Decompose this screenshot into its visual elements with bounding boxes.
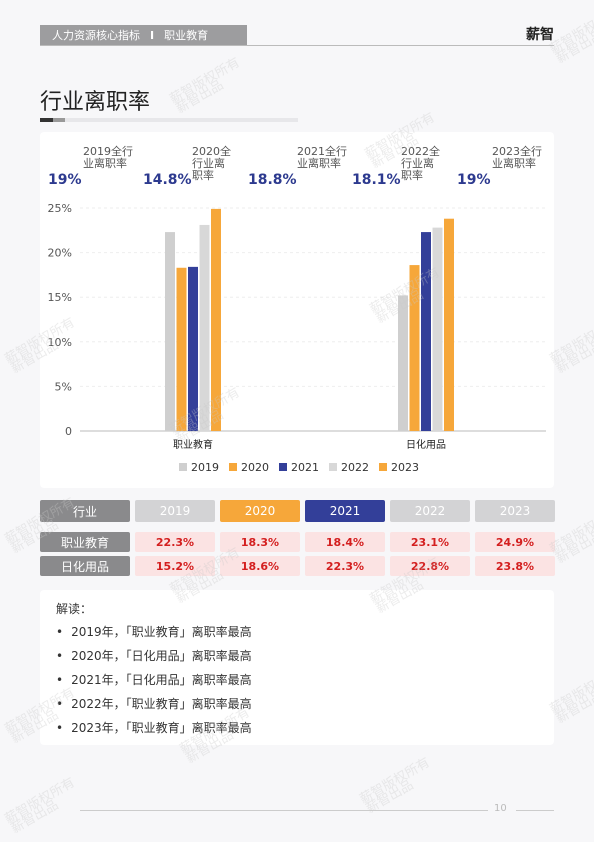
table-cell: 18.3% [220, 532, 300, 552]
kpi-value: 18.8% [248, 172, 297, 188]
table-row-label: 日化用品 [40, 556, 130, 576]
watermark: 薪智版权所有 [167, 55, 243, 108]
page-title: 行业离职率 [40, 90, 151, 115]
header-section: 人力资源核心指标 [52, 29, 140, 42]
bar-chart: 0 5% 10% 15% 20% 25% 职业教育 日化用品 2019 2020 2021 2022 2… [48, 202, 546, 474]
interpretation-panel: 解读： 2019年，「职业教育」离职率最高 2020年，「日化用品」离职率最高 … [40, 590, 554, 745]
y-tick-label: 20% [48, 247, 72, 260]
list-item: 2023年，「职业教育」离职率最高 [56, 716, 252, 740]
table-header-industry: 行业 [40, 500, 130, 522]
interpretation-heading: 解读： [56, 602, 93, 616]
y-tick-label: 15% [48, 291, 72, 304]
watermark: 薪智版权所有 [357, 755, 433, 808]
header-divider [40, 45, 554, 46]
bar-2020 [176, 267, 187, 431]
table-header-year: 2021 [305, 500, 385, 522]
kpi-label: 2022全行业离职率 [401, 145, 440, 182]
legend-swatch [329, 463, 337, 471]
legend-label: 2019 [191, 461, 219, 474]
x-tick-label: 日化用品 [406, 438, 446, 451]
page-number: 10 [494, 803, 507, 814]
footer-divider [80, 810, 488, 811]
table-cell: 22.8% [390, 556, 470, 576]
interpretation-list: 2019年，「职业教育」离职率最高 2020年，「日化用品」离职率最高 2021… [56, 620, 252, 740]
legend-swatch [279, 463, 287, 471]
bar-2023 [444, 218, 454, 431]
watermark: 薪智出品 [173, 77, 227, 117]
bar-2023 [211, 208, 221, 431]
table-cell: 15.2% [135, 556, 215, 576]
table-cell: 22.3% [135, 532, 215, 552]
list-item: 2020年，「日化用品」离职率最高 [56, 644, 252, 668]
legend-swatch [229, 463, 237, 471]
title-underline [40, 118, 298, 122]
bar-2019 [165, 232, 175, 431]
x-tick-label: 职业教育 [173, 438, 213, 451]
bar-2021 [188, 266, 198, 431]
table-header-year: 2023 [475, 500, 555, 522]
y-tick-label: 5% [55, 380, 72, 393]
legend-label: 2021 [291, 461, 319, 474]
legend-swatch [179, 463, 187, 471]
watermark: 薪智出品 [553, 337, 594, 377]
y-tick-label: 10% [48, 336, 72, 349]
legend-label: 2023 [391, 461, 419, 474]
table-header-year: 2019 [135, 500, 215, 522]
header-separator: I [150, 28, 155, 42]
kpi-value: 19% [48, 172, 82, 188]
legend-label: 2020 [241, 461, 269, 474]
kpi-label: 2021全行业离职率 [297, 145, 347, 170]
brand-logo: 薪智 [526, 27, 554, 43]
kpi-value: 19% [457, 172, 491, 188]
header-category: 职业教育 [164, 29, 209, 42]
table-cell: 24.9% [475, 532, 555, 552]
chart-card: 19% 2019全行业离职率 14.8% 2020全行业离职率 18.8% 20… [40, 132, 554, 488]
list-item: 2019年，「职业教育」离职率最高 [56, 620, 252, 644]
table-cell: 18.4% [305, 532, 385, 552]
bar-2022 [199, 224, 210, 431]
bar-2019 [398, 295, 408, 431]
legend-swatch [379, 463, 387, 471]
legend-label: 2022 [341, 461, 369, 474]
kpi-value: 14.8% [143, 172, 192, 188]
kpi-row: 19% 2019全行业离职率 14.8% 2020全行业离职率 18.8% 20… [40, 145, 554, 189]
bar-2021 [421, 232, 431, 431]
list-item: 2022年，「职业教育」离职率最高 [56, 692, 252, 716]
kpi-label: 2023全行业离职率 [492, 145, 542, 170]
table-cell: 23.8% [475, 556, 555, 576]
kpi-label: 2019全行业离职率 [83, 145, 133, 170]
kpi-label: 2020全行业离职率 [192, 145, 231, 182]
table-header-year: 2022 [390, 500, 470, 522]
watermark: 薪智出品 [553, 527, 594, 567]
table-cell: 23.1% [390, 532, 470, 552]
footer-divider [516, 810, 554, 811]
table-cell: 22.3% [305, 556, 385, 576]
y-tick-label: 0 [65, 425, 72, 438]
header-breadcrumb: 人力资源核心指标 I 职业教育 [40, 25, 247, 45]
list-item: 2021年，「日化用品」离职率最高 [56, 668, 252, 692]
watermark: 薪智版权所有 [2, 775, 78, 828]
table-cell: 18.6% [220, 556, 300, 576]
watermark: 薪智出品 [553, 27, 594, 67]
table-header-year: 2020 [220, 500, 300, 522]
bar-2020 [409, 265, 420, 431]
watermark: 薪智出品 [8, 797, 62, 837]
y-tick-label: 25% [48, 202, 72, 215]
bar-2022 [432, 227, 443, 431]
kpi-value: 18.1% [352, 172, 401, 188]
watermark: 薪智出品 [553, 687, 594, 727]
table-row-label: 职业教育 [40, 532, 130, 552]
